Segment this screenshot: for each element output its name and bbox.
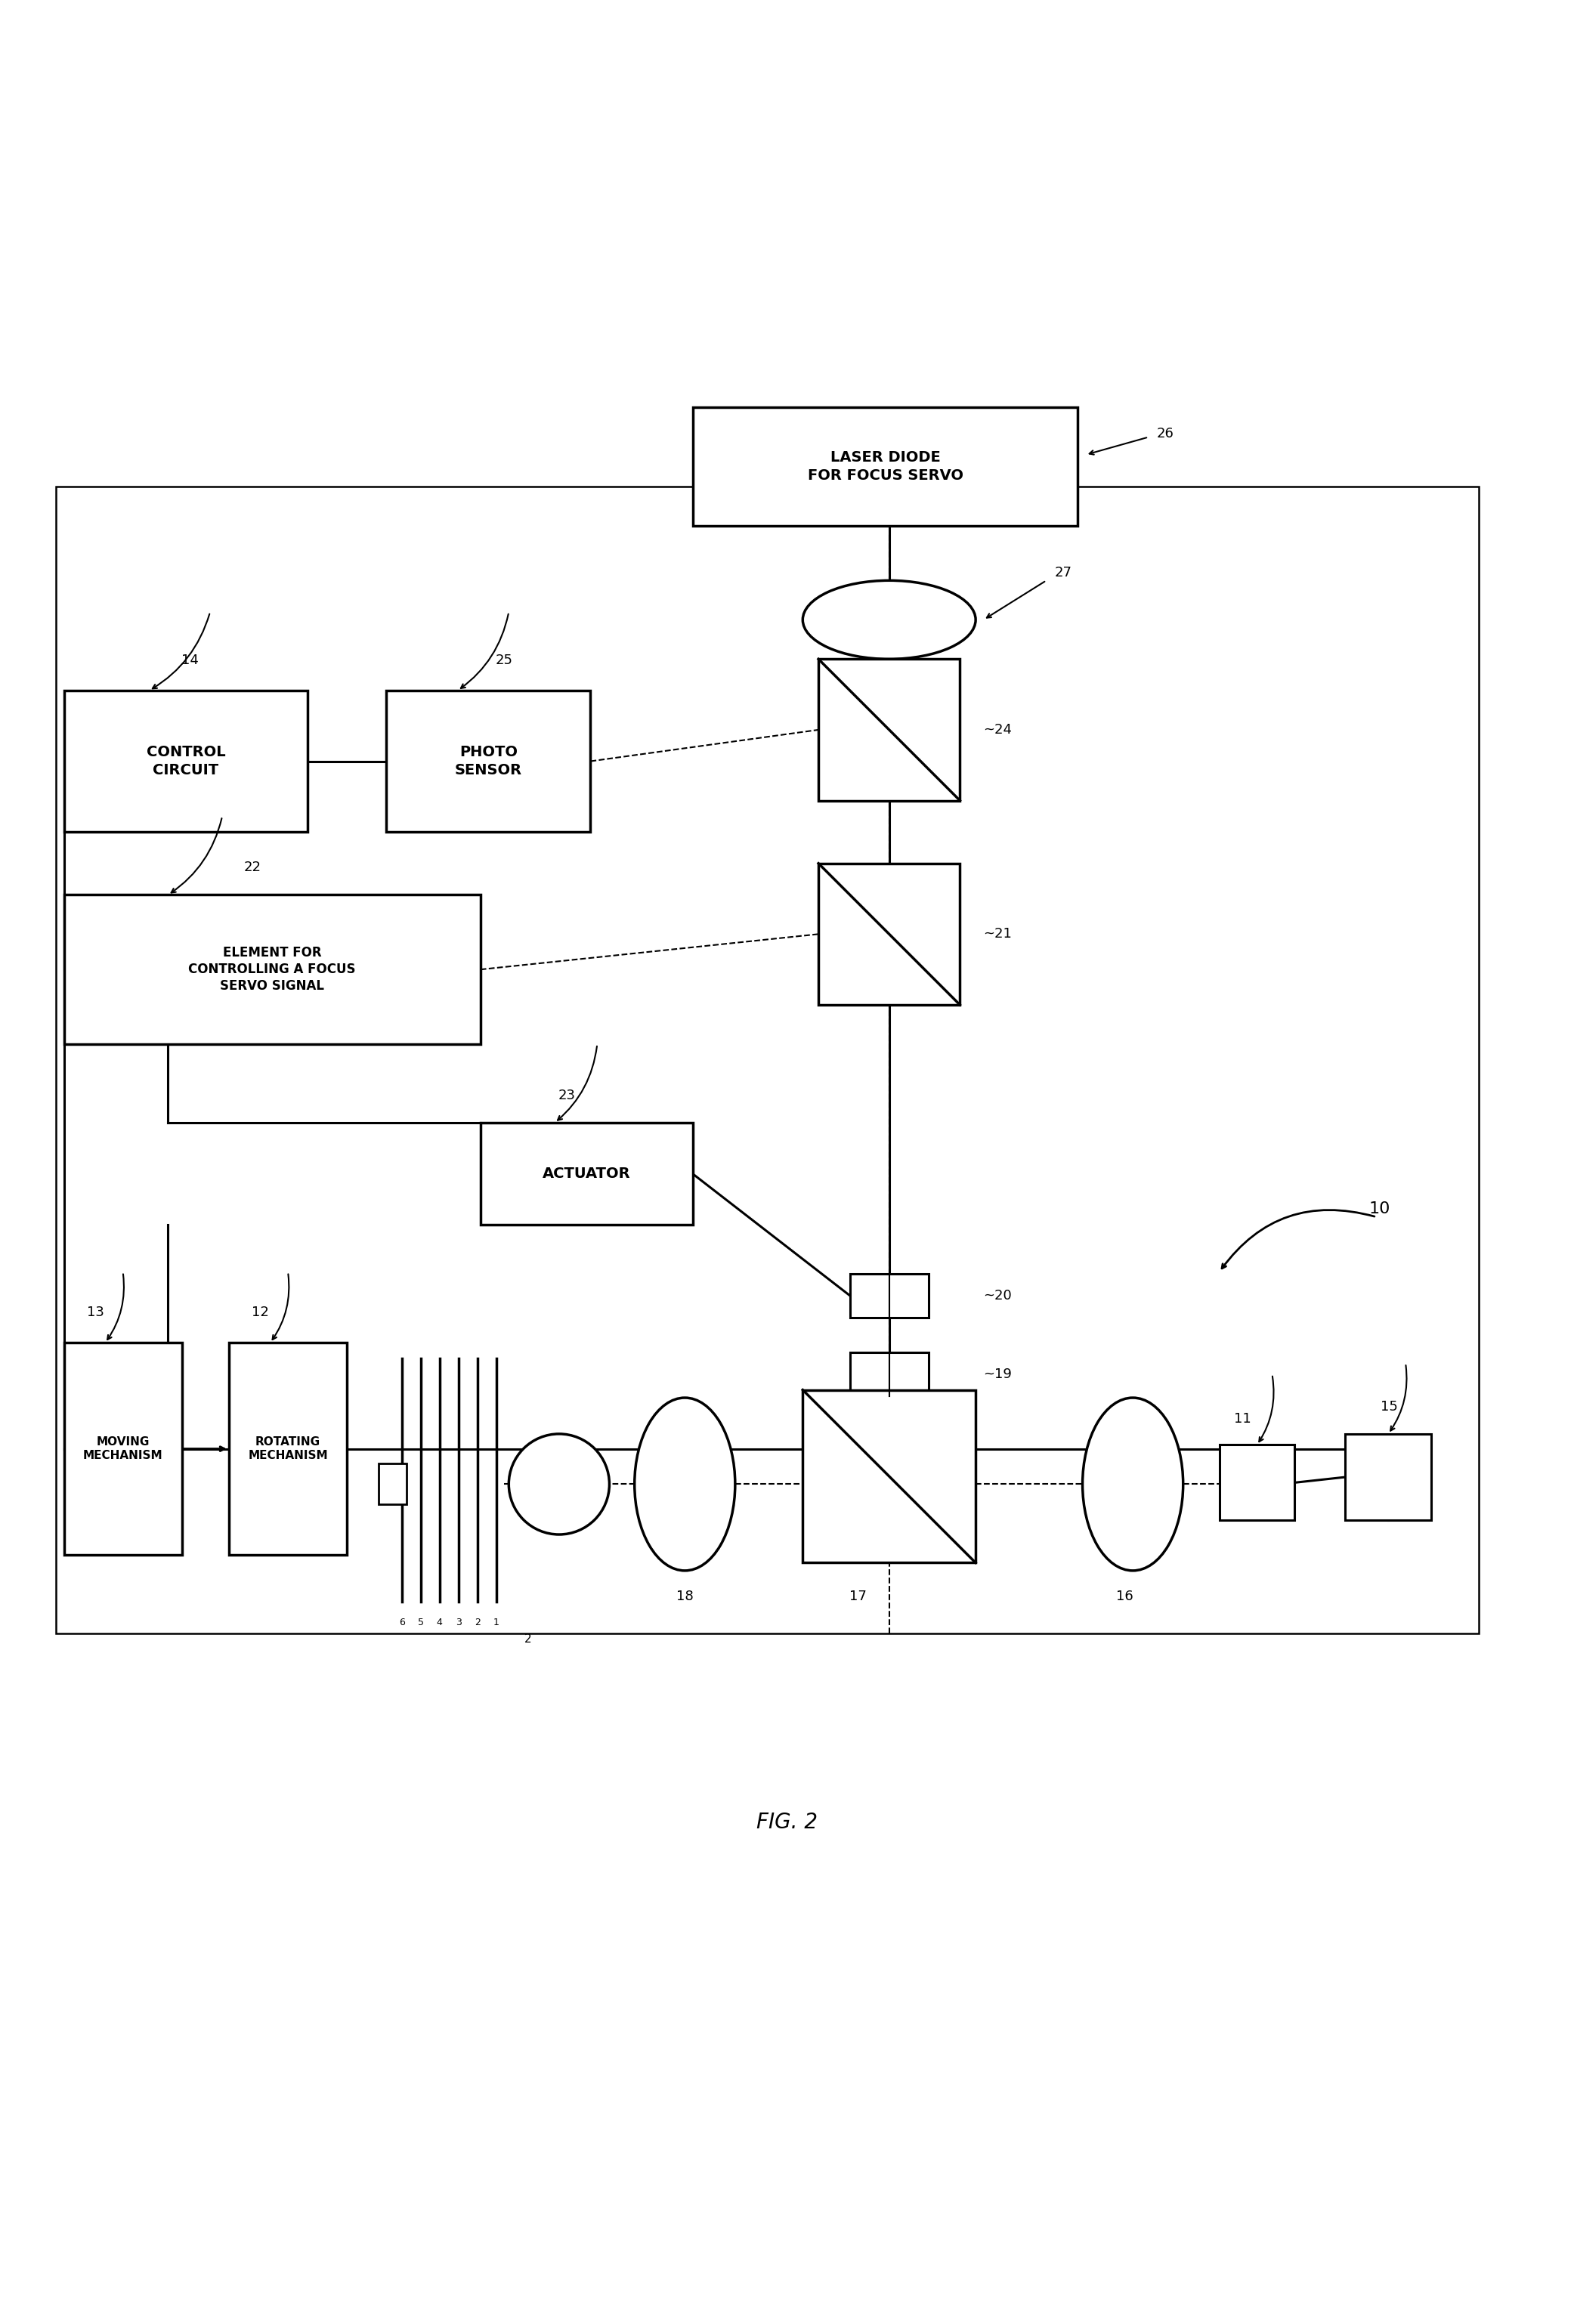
Text: ~21: ~21 xyxy=(984,927,1012,941)
Text: PHOTO
SENSOR: PHOTO SENSOR xyxy=(455,746,523,776)
Text: 14: 14 xyxy=(181,653,198,667)
Text: ~19: ~19 xyxy=(984,1367,1012,1380)
Text: 23: 23 xyxy=(559,1088,576,1102)
Bar xyxy=(1220,1446,1295,1520)
Text: 5: 5 xyxy=(417,1618,423,1627)
Bar xyxy=(1346,1434,1431,1520)
Text: 10: 10 xyxy=(1369,1202,1390,1218)
Text: 2: 2 xyxy=(474,1618,480,1627)
Text: 15: 15 xyxy=(1380,1399,1398,1413)
Text: 1: 1 xyxy=(493,1618,499,1627)
Text: ELEMENT FOR
CONTROLLING A FOCUS
SERVO SIGNAL: ELEMENT FOR CONTROLLING A FOCUS SERVO SI… xyxy=(189,946,356,992)
Circle shape xyxy=(508,1434,609,1534)
Text: ~24: ~24 xyxy=(984,723,1012,737)
Bar xyxy=(386,690,590,832)
Ellipse shape xyxy=(634,1397,735,1571)
Bar xyxy=(228,1343,346,1555)
Text: FIG. 2: FIG. 2 xyxy=(757,1810,817,1834)
Text: ROTATING
MECHANISM: ROTATING MECHANISM xyxy=(249,1436,327,1462)
Text: 25: 25 xyxy=(496,653,513,667)
Text: 6: 6 xyxy=(398,1618,405,1627)
Bar xyxy=(803,1390,976,1562)
Text: 18: 18 xyxy=(677,1590,694,1604)
Bar xyxy=(693,407,1078,525)
Bar xyxy=(65,895,480,1043)
Text: 3: 3 xyxy=(455,1618,461,1627)
Ellipse shape xyxy=(803,581,976,660)
Bar xyxy=(818,865,960,1004)
Ellipse shape xyxy=(1083,1397,1184,1571)
Bar xyxy=(378,1464,406,1504)
Bar xyxy=(65,1343,183,1555)
Text: 12: 12 xyxy=(252,1306,269,1320)
Text: 22: 22 xyxy=(244,860,261,874)
Text: 13: 13 xyxy=(87,1306,104,1320)
Bar xyxy=(480,1122,693,1225)
Text: 2: 2 xyxy=(524,1634,532,1645)
Text: MOVING
MECHANISM: MOVING MECHANISM xyxy=(83,1436,162,1462)
Text: 17: 17 xyxy=(848,1590,866,1604)
Text: 26: 26 xyxy=(1157,428,1174,439)
Text: ACTUATOR: ACTUATOR xyxy=(543,1167,631,1181)
Text: 16: 16 xyxy=(1116,1590,1133,1604)
Bar xyxy=(57,486,1478,1634)
Text: 11: 11 xyxy=(1234,1413,1251,1427)
Bar xyxy=(850,1353,929,1397)
Bar xyxy=(850,1274,929,1318)
Bar xyxy=(818,660,960,799)
Text: 4: 4 xyxy=(436,1618,442,1627)
Text: ~20: ~20 xyxy=(984,1290,1012,1301)
Text: CONTROL
CIRCUIT: CONTROL CIRCUIT xyxy=(146,746,225,776)
Text: 27: 27 xyxy=(1055,565,1072,579)
Bar xyxy=(65,690,307,832)
Text: LASER DIODE
FOR FOCUS SERVO: LASER DIODE FOR FOCUS SERVO xyxy=(807,451,963,483)
